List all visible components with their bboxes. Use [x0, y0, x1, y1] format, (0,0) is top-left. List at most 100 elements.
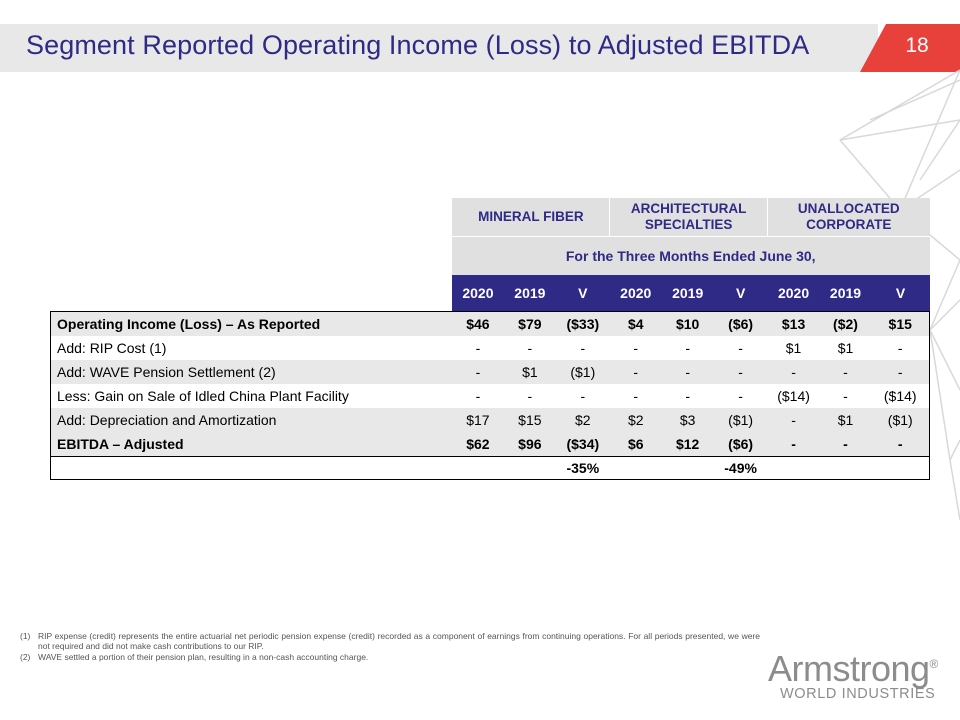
footnote-number: (2): [20, 652, 31, 662]
cell: $15: [871, 311, 931, 336]
cell: -: [767, 360, 820, 384]
cell: ($14): [871, 384, 931, 408]
cell: $1: [785, 340, 802, 356]
cell: -: [767, 408, 820, 432]
cell: ($34): [555, 432, 610, 457]
cell: -: [580, 388, 586, 404]
cell: $12: [661, 432, 714, 457]
pct-architectural-specialties: -49%: [713, 456, 768, 480]
cell: -: [527, 388, 533, 404]
row-label: Add: Depreciation and Amortization: [49, 408, 452, 432]
col-header: 2020: [451, 275, 504, 312]
cell: $79: [503, 311, 556, 336]
cell: -: [713, 360, 768, 384]
cell: $2: [555, 408, 610, 432]
cell: -: [767, 432, 820, 457]
cell: $2: [609, 408, 662, 432]
cell: -: [685, 340, 690, 356]
footnote-text: RIP expense (credit) represents the enti…: [38, 631, 760, 651]
footnote-number: (1): [20, 631, 31, 641]
logo-subtitle: WORLD INDUSTRIES: [780, 686, 936, 702]
cell: -: [633, 340, 639, 356]
logo-wordmark: Armstrong®: [768, 648, 938, 689]
cell: -: [475, 340, 481, 356]
row-label: Add: RIP Cost (1): [49, 336, 452, 360]
cell: -: [633, 388, 639, 404]
cell: $10: [661, 311, 714, 336]
footnote-text: WAVE settled a portion of their pension …: [38, 652, 369, 662]
cell: $17: [451, 408, 504, 432]
ebitda-table: MINERAL FIBER ARCHITECTURAL SPECIALTIES …: [49, 198, 931, 480]
cell: -: [609, 360, 662, 384]
cell: ($1): [871, 408, 931, 432]
table-row: Add: Depreciation and Amortization $17 $…: [49, 408, 931, 432]
table-row: Less: Gain on Sale of Idled China Plant …: [49, 384, 931, 408]
cell: ($6): [713, 432, 768, 457]
footnotes: (1) RIP expense (credit) represents the …: [20, 631, 760, 663]
pct-mineral-fiber: -35%: [555, 456, 610, 480]
cell: -: [738, 388, 743, 404]
table-row: Add: WAVE Pension Settlement (2) - $1 ($…: [49, 360, 931, 384]
col-header: 2020: [767, 275, 820, 312]
slide-title: Segment Reported Operating Income (Loss)…: [26, 30, 810, 60]
title-bar: [0, 24, 878, 72]
table-row: Add: RIP Cost (1) - - - - - - $1 $1 -: [49, 336, 931, 360]
col-header: V: [555, 275, 610, 312]
cell: $46: [451, 311, 504, 336]
cell: $1: [503, 360, 556, 384]
cell: $15: [503, 408, 556, 432]
footnote: (2) WAVE settled a portion of their pens…: [20, 652, 760, 662]
cell: -: [685, 388, 690, 404]
page-number-tab: [860, 24, 960, 72]
year-header-row: 2020 2019 V 2020 2019 V 2020 2019 V: [51, 275, 930, 312]
cell: -: [871, 336, 931, 360]
segment-architectural-specialties: ARCHITECTURAL SPECIALTIES: [609, 198, 768, 237]
col-header: V: [871, 275, 930, 312]
cell: $1: [819, 408, 872, 432]
row-label: Less: Gain on Sale of Idled China Plant …: [49, 384, 452, 408]
cell: -: [819, 432, 872, 457]
page-number: 18: [905, 34, 929, 57]
cell: ($14): [777, 388, 810, 404]
cell: ($1): [713, 408, 768, 432]
cell: $6: [609, 432, 662, 457]
table-row-ebitda: EBITDA – Adjusted $62 $96 ($34) $6 $12 (…: [49, 432, 931, 457]
cell: $13: [767, 311, 820, 336]
cell: -: [475, 388, 481, 404]
cell: -: [580, 340, 586, 356]
cell: -: [871, 432, 931, 457]
cell: -: [819, 360, 872, 384]
cell: -: [451, 360, 504, 384]
col-header: V: [713, 275, 768, 312]
cell: -: [738, 340, 743, 356]
col-header: 2019: [503, 275, 556, 312]
armstrong-logo: Armstrong® WORLD INDUSTRIES: [768, 648, 948, 708]
cell: ($2): [819, 311, 872, 336]
row-label: Operating Income (Loss) – As Reported: [49, 311, 452, 336]
cell: $1: [837, 340, 854, 356]
segment-header-row: MINERAL FIBER ARCHITECTURAL SPECIALTIES …: [51, 198, 930, 237]
percent-change-row: -35% -49%: [49, 456, 931, 480]
period-header-row: For the Three Months Ended June 30,: [51, 236, 930, 275]
col-header: 2019: [661, 275, 714, 312]
cell: -: [871, 360, 931, 384]
segment-mineral-fiber: MINERAL FIBER: [451, 198, 610, 237]
cell: ($1): [555, 360, 610, 384]
cell: -: [527, 340, 533, 356]
cell: -: [661, 360, 714, 384]
cell: $62: [451, 432, 504, 457]
table-row: Operating Income (Loss) – As Reported $4…: [49, 311, 931, 336]
cell: $3: [661, 408, 714, 432]
cell: ($6): [713, 311, 768, 336]
cell: $96: [503, 432, 556, 457]
col-header: 2019: [819, 275, 872, 312]
footnote: (1) RIP expense (credit) represents the …: [20, 631, 760, 651]
cell: $4: [609, 311, 662, 336]
cell: -: [843, 388, 848, 404]
row-label: Add: WAVE Pension Settlement (2): [49, 360, 452, 384]
cell: ($33): [555, 311, 610, 336]
segment-unallocated-corporate: UNALLOCATED CORPORATE: [767, 198, 930, 237]
row-label: EBITDA – Adjusted: [49, 432, 452, 457]
period-header: For the Three Months Ended June 30,: [451, 236, 930, 275]
col-header: 2020: [609, 275, 662, 312]
